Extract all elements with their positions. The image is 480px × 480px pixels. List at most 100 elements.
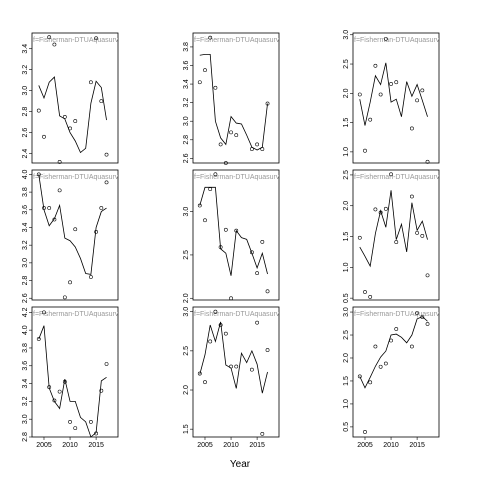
- data-point: [234, 228, 239, 233]
- y-tick-label: 1.5: [343, 376, 350, 386]
- data-point: [357, 92, 362, 97]
- panel: f=Fisherman-DTUAquasurv 0.5 1.0 1.5 2.0 2.5 3.…: [343, 306, 440, 449]
- data-point: [357, 235, 362, 240]
- data-point: [203, 218, 207, 223]
- x-tick-label: 2005: [36, 442, 52, 449]
- data-point: [363, 290, 367, 294]
- data-point: [57, 389, 62, 394]
- data-point: [197, 203, 202, 208]
- y-tick-label: 1.5: [183, 424, 190, 434]
- fit-line: [359, 316, 428, 389]
- data-point: [218, 323, 223, 327]
- y-tick-label: 2.5: [343, 330, 350, 340]
- data-point: [42, 310, 46, 315]
- y-tick-label: 1.0: [343, 399, 350, 409]
- data-point: [425, 273, 430, 278]
- data-point: [213, 309, 218, 314]
- data-point: [223, 331, 228, 336]
- data-point: [47, 206, 52, 210]
- data-point: [62, 114, 67, 119]
- panel-frame: [31, 306, 119, 438]
- y-tick-label: 3.0: [22, 86, 29, 96]
- y-tick-label: 1.5: [343, 232, 350, 242]
- panel-frame: [352, 32, 440, 164]
- data-point: [99, 99, 104, 104]
- data-point: [68, 126, 72, 131]
- data-point: [36, 172, 41, 177]
- y-tick-label: 3.4: [22, 223, 29, 233]
- y-tick-label: 3.6: [183, 61, 190, 71]
- data-point: [208, 339, 213, 344]
- data-point: [36, 108, 41, 113]
- data-point: [357, 374, 362, 379]
- data-point: [62, 379, 67, 384]
- data-point: [383, 36, 388, 41]
- data-point: [363, 148, 367, 153]
- x-tick-label: 2015: [88, 442, 104, 449]
- panel: f=Fisherman-DTUAquasurv 2.8 3.0 3.2 3.4 3.6 3.…: [22, 306, 119, 449]
- data-point: [260, 147, 265, 151]
- y-tick-label: 3.6: [22, 205, 29, 215]
- y-tick-label: 2.0: [343, 353, 350, 363]
- data-point: [383, 361, 388, 366]
- data-point: [68, 280, 72, 285]
- y-tick-label: 2.8: [183, 135, 190, 145]
- data-point: [94, 36, 99, 41]
- x-tick-label: 2010: [383, 442, 399, 449]
- data-point: [265, 101, 270, 106]
- data-point: [260, 431, 265, 436]
- y-tick-label: 2.4: [22, 149, 29, 159]
- data-point: [104, 362, 109, 366]
- panel: f=Fisherman-DTUAquasurv 2.4 2.6 2.8 3.0 3.2 3.…: [22, 32, 119, 164]
- data-point: [425, 322, 430, 326]
- data-point: [208, 35, 213, 40]
- y-tick-label: 3.0: [183, 307, 190, 317]
- data-point: [415, 230, 420, 235]
- panel-title: f=Fisherman-DTUAquasurv: [354, 37, 440, 44]
- data-point: [420, 88, 425, 93]
- data-point: [203, 380, 207, 385]
- panel-frame: [192, 306, 280, 438]
- data-point: [425, 159, 430, 164]
- y-tick-label: 2.0: [183, 293, 190, 303]
- fit-line: [359, 190, 428, 268]
- y-tick-label: 2.5: [343, 59, 350, 69]
- y-tick-label: 2.8: [22, 432, 29, 442]
- panel-title: f=Fisherman-DTUAquasurv: [194, 174, 280, 181]
- x-axis-label: Year: [230, 459, 251, 470]
- x-tick-label: 2005: [197, 442, 213, 449]
- data-point: [373, 344, 378, 349]
- data-point: [409, 126, 414, 131]
- data-point: [218, 245, 223, 250]
- data-point: [57, 188, 62, 193]
- data-point: [197, 80, 202, 85]
- panel-frame: [31, 169, 119, 301]
- panel-title: f=Fisherman-DTUAquasurv: [194, 311, 280, 318]
- panel-frame: [192, 169, 280, 301]
- data-point: [389, 172, 393, 177]
- data-point: [57, 160, 62, 164]
- y-tick-label: 2.5: [183, 250, 190, 260]
- data-point: [383, 206, 388, 211]
- data-point: [389, 338, 393, 343]
- data-point: [223, 227, 228, 232]
- data-point: [213, 172, 218, 177]
- panel-title: f=Fisherman-DTUAquasurv: [354, 311, 440, 318]
- data-point: [104, 152, 109, 157]
- x-tick-label: 2010: [62, 442, 78, 449]
- data-point: [378, 210, 383, 215]
- data-point: [218, 142, 223, 147]
- fit-line: [38, 76, 107, 154]
- y-tick-label: 2.5: [183, 346, 190, 356]
- data-point: [394, 240, 399, 244]
- fit-line: [199, 53, 268, 151]
- y-tick-label: 0.5: [343, 422, 350, 432]
- y-tick-label: 3.4: [22, 379, 29, 389]
- y-tick-label: 1.0: [343, 262, 350, 272]
- data-point: [229, 364, 233, 369]
- y-tick-label: 3.0: [343, 30, 350, 40]
- data-point: [234, 133, 239, 138]
- x-tick-label: 2010: [223, 442, 239, 449]
- y-tick-label: 2.0: [343, 88, 350, 98]
